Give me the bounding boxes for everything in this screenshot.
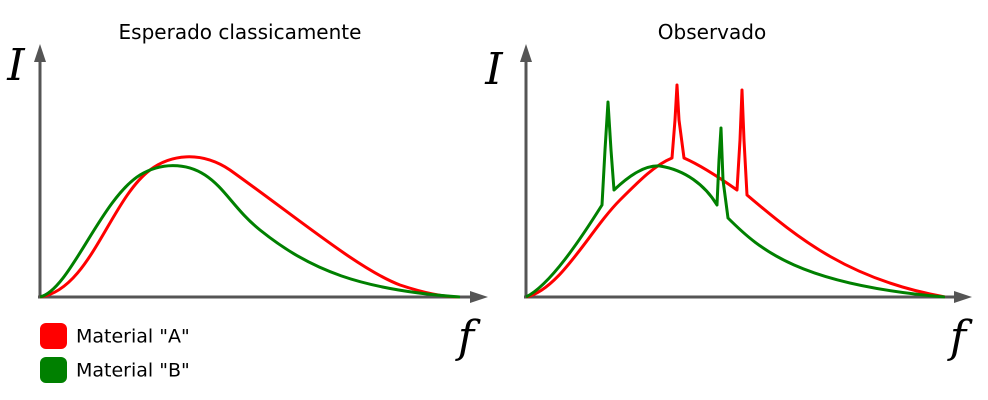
curve-b xyxy=(39,164,461,299)
curve-a xyxy=(525,83,946,299)
panel-title: Observado xyxy=(658,20,766,44)
axis-arrow xyxy=(954,291,972,303)
legend-label: Material "A" xyxy=(76,326,190,348)
x-axis-label: f xyxy=(455,312,481,363)
curve-a xyxy=(39,155,461,299)
legend-label: Material "B" xyxy=(76,360,190,382)
x-axis-label: f xyxy=(947,312,973,363)
curve-b xyxy=(525,100,946,299)
legend-swatch xyxy=(40,323,67,349)
axis-arrow xyxy=(470,291,488,303)
y-axis-label: I xyxy=(484,44,504,95)
panel-title: Esperado classicamente xyxy=(119,20,362,44)
y-axis-label: I xyxy=(6,40,26,91)
axis-arrow xyxy=(520,44,532,62)
axis-arrow xyxy=(34,44,46,62)
legend-swatch xyxy=(40,357,67,383)
